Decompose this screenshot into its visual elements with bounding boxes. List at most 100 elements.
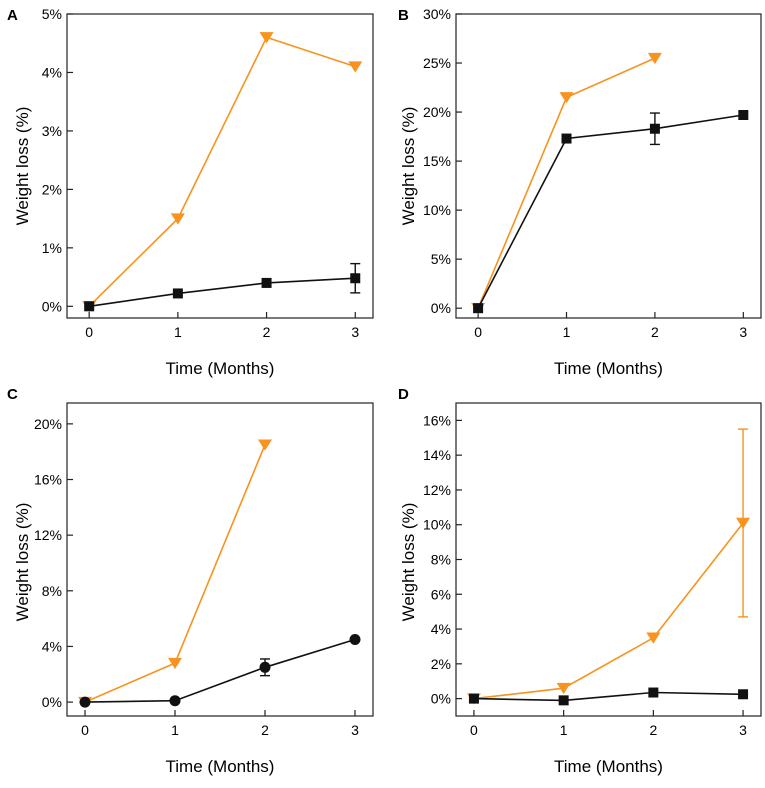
y-tick-label: 12% <box>423 482 451 498</box>
y-axis-title: Weight loss (%) <box>399 107 418 226</box>
data-point <box>558 695 569 706</box>
panel-label: A <box>7 7 18 24</box>
x-tick-label: 2 <box>649 722 657 738</box>
plot-frame <box>66 402 374 717</box>
x-tick-label: 3 <box>739 722 747 738</box>
data-point <box>84 301 95 312</box>
data-point <box>259 661 271 673</box>
x-tick-label: 0 <box>470 722 478 738</box>
series-orange <box>471 52 662 315</box>
series-orange <box>82 32 363 313</box>
data-point <box>736 517 751 529</box>
x-tick-label: 3 <box>351 722 359 738</box>
y-tick-label: 8% <box>431 552 451 568</box>
y-axis-title: Weight loss (%) <box>13 503 32 622</box>
y-tick-label: 0% <box>42 298 62 314</box>
x-tick-label: 1 <box>560 722 568 738</box>
plot-frame <box>66 13 374 319</box>
x-axis-title: Time (Months) <box>554 757 663 776</box>
y-tick-label: 2% <box>431 656 451 672</box>
y-tick-label: 15% <box>423 153 451 169</box>
data-point <box>350 273 361 284</box>
y-tick-label: 10% <box>423 202 451 218</box>
data-point <box>348 61 363 73</box>
x-axis-title: Time (Months) <box>554 359 663 378</box>
data-point <box>172 288 183 299</box>
data-point <box>169 695 181 707</box>
data-point <box>561 133 572 144</box>
y-tick-label: 20% <box>423 104 451 120</box>
y-tick-label: 0% <box>431 691 451 707</box>
data-point <box>349 633 361 645</box>
data-point <box>556 682 571 695</box>
y-tick-label: 4% <box>42 64 62 80</box>
x-tick-label: 2 <box>263 324 271 340</box>
data-point <box>738 110 749 121</box>
panel-label: D <box>398 386 409 403</box>
y-tick-label: 3% <box>42 123 62 139</box>
series-black <box>468 687 749 706</box>
data-point <box>646 632 661 644</box>
data-point <box>168 657 182 670</box>
panel-label: B <box>398 7 409 24</box>
data-point <box>649 123 660 134</box>
x-axis-title: Time (Months) <box>166 359 275 378</box>
data-point <box>648 687 659 698</box>
x-tick-label: 0 <box>474 324 482 340</box>
data-point <box>261 277 272 288</box>
series-black <box>473 110 749 314</box>
series-line <box>477 114 744 309</box>
data-point <box>79 696 91 708</box>
series-black <box>79 633 361 708</box>
data-point <box>647 52 662 65</box>
x-tick-label: 1 <box>174 324 182 340</box>
data-point <box>258 439 272 451</box>
y-tick-label: 0% <box>42 694 62 710</box>
panel-d: D 0% 2% 4% 6% 8% 10% 12% 14% 16% 0 1 2 3 Time (Months)… <box>398 386 762 776</box>
x-tick-label: 2 <box>261 722 269 738</box>
data-point <box>738 689 749 700</box>
data-point <box>170 213 185 225</box>
y-tick-label: 25% <box>423 55 451 71</box>
x-tick-label: 3 <box>739 324 747 340</box>
y-tick-label: 14% <box>423 447 451 463</box>
y-tick-label: 30% <box>423 6 451 22</box>
x-tick-label: 3 <box>351 324 359 340</box>
series-line <box>88 36 356 307</box>
y-tick-label: 6% <box>431 586 451 602</box>
panel-c: C 0% 4% 8% 12% 16% 20% 0 1 2 3 Time (Months) Weight … <box>7 386 374 776</box>
y-tick-label: 16% <box>423 412 451 428</box>
y-tick-label: 10% <box>423 517 451 533</box>
y-tick-label: 0% <box>431 300 451 316</box>
series-line <box>89 277 356 308</box>
series-line <box>84 638 356 703</box>
data-point <box>468 693 479 704</box>
y-tick-label: 20% <box>34 416 62 432</box>
series-line <box>473 522 744 700</box>
y-tick-label: 1% <box>42 240 62 256</box>
y-tick-label: 8% <box>42 583 62 599</box>
series-black <box>84 262 361 312</box>
panel-label: C <box>7 386 18 403</box>
x-axis-title: Time (Months) <box>166 757 275 776</box>
data-point <box>259 32 274 44</box>
y-tick-label: 5% <box>431 251 451 267</box>
y-tick-label: 4% <box>42 638 62 654</box>
series-orange <box>466 428 751 705</box>
y-tick-label: 12% <box>34 527 62 543</box>
y-axis-title: Weight loss (%) <box>399 503 418 622</box>
y-tick-label: 16% <box>34 472 62 488</box>
y-tick-label: 4% <box>431 621 451 637</box>
plot-frame <box>455 13 762 319</box>
x-tick-label: 1 <box>171 722 179 738</box>
data-point <box>473 303 484 314</box>
y-tick-label: 2% <box>42 181 62 197</box>
series-line <box>473 691 744 702</box>
panel-a: A 0% 1% 2% 3% 4% 5% 0 1 2 3 Time (Months) Weight los… <box>7 6 374 378</box>
x-tick-label: 1 <box>563 324 571 340</box>
data-point <box>559 92 574 104</box>
panel-b: B 0% 5% 10% 15% 20% 25% 30% 0 1 2 3 Time (Months) Wei… <box>398 6 762 378</box>
x-tick-label: 0 <box>81 722 89 738</box>
y-tick-label: 5% <box>42 6 62 22</box>
